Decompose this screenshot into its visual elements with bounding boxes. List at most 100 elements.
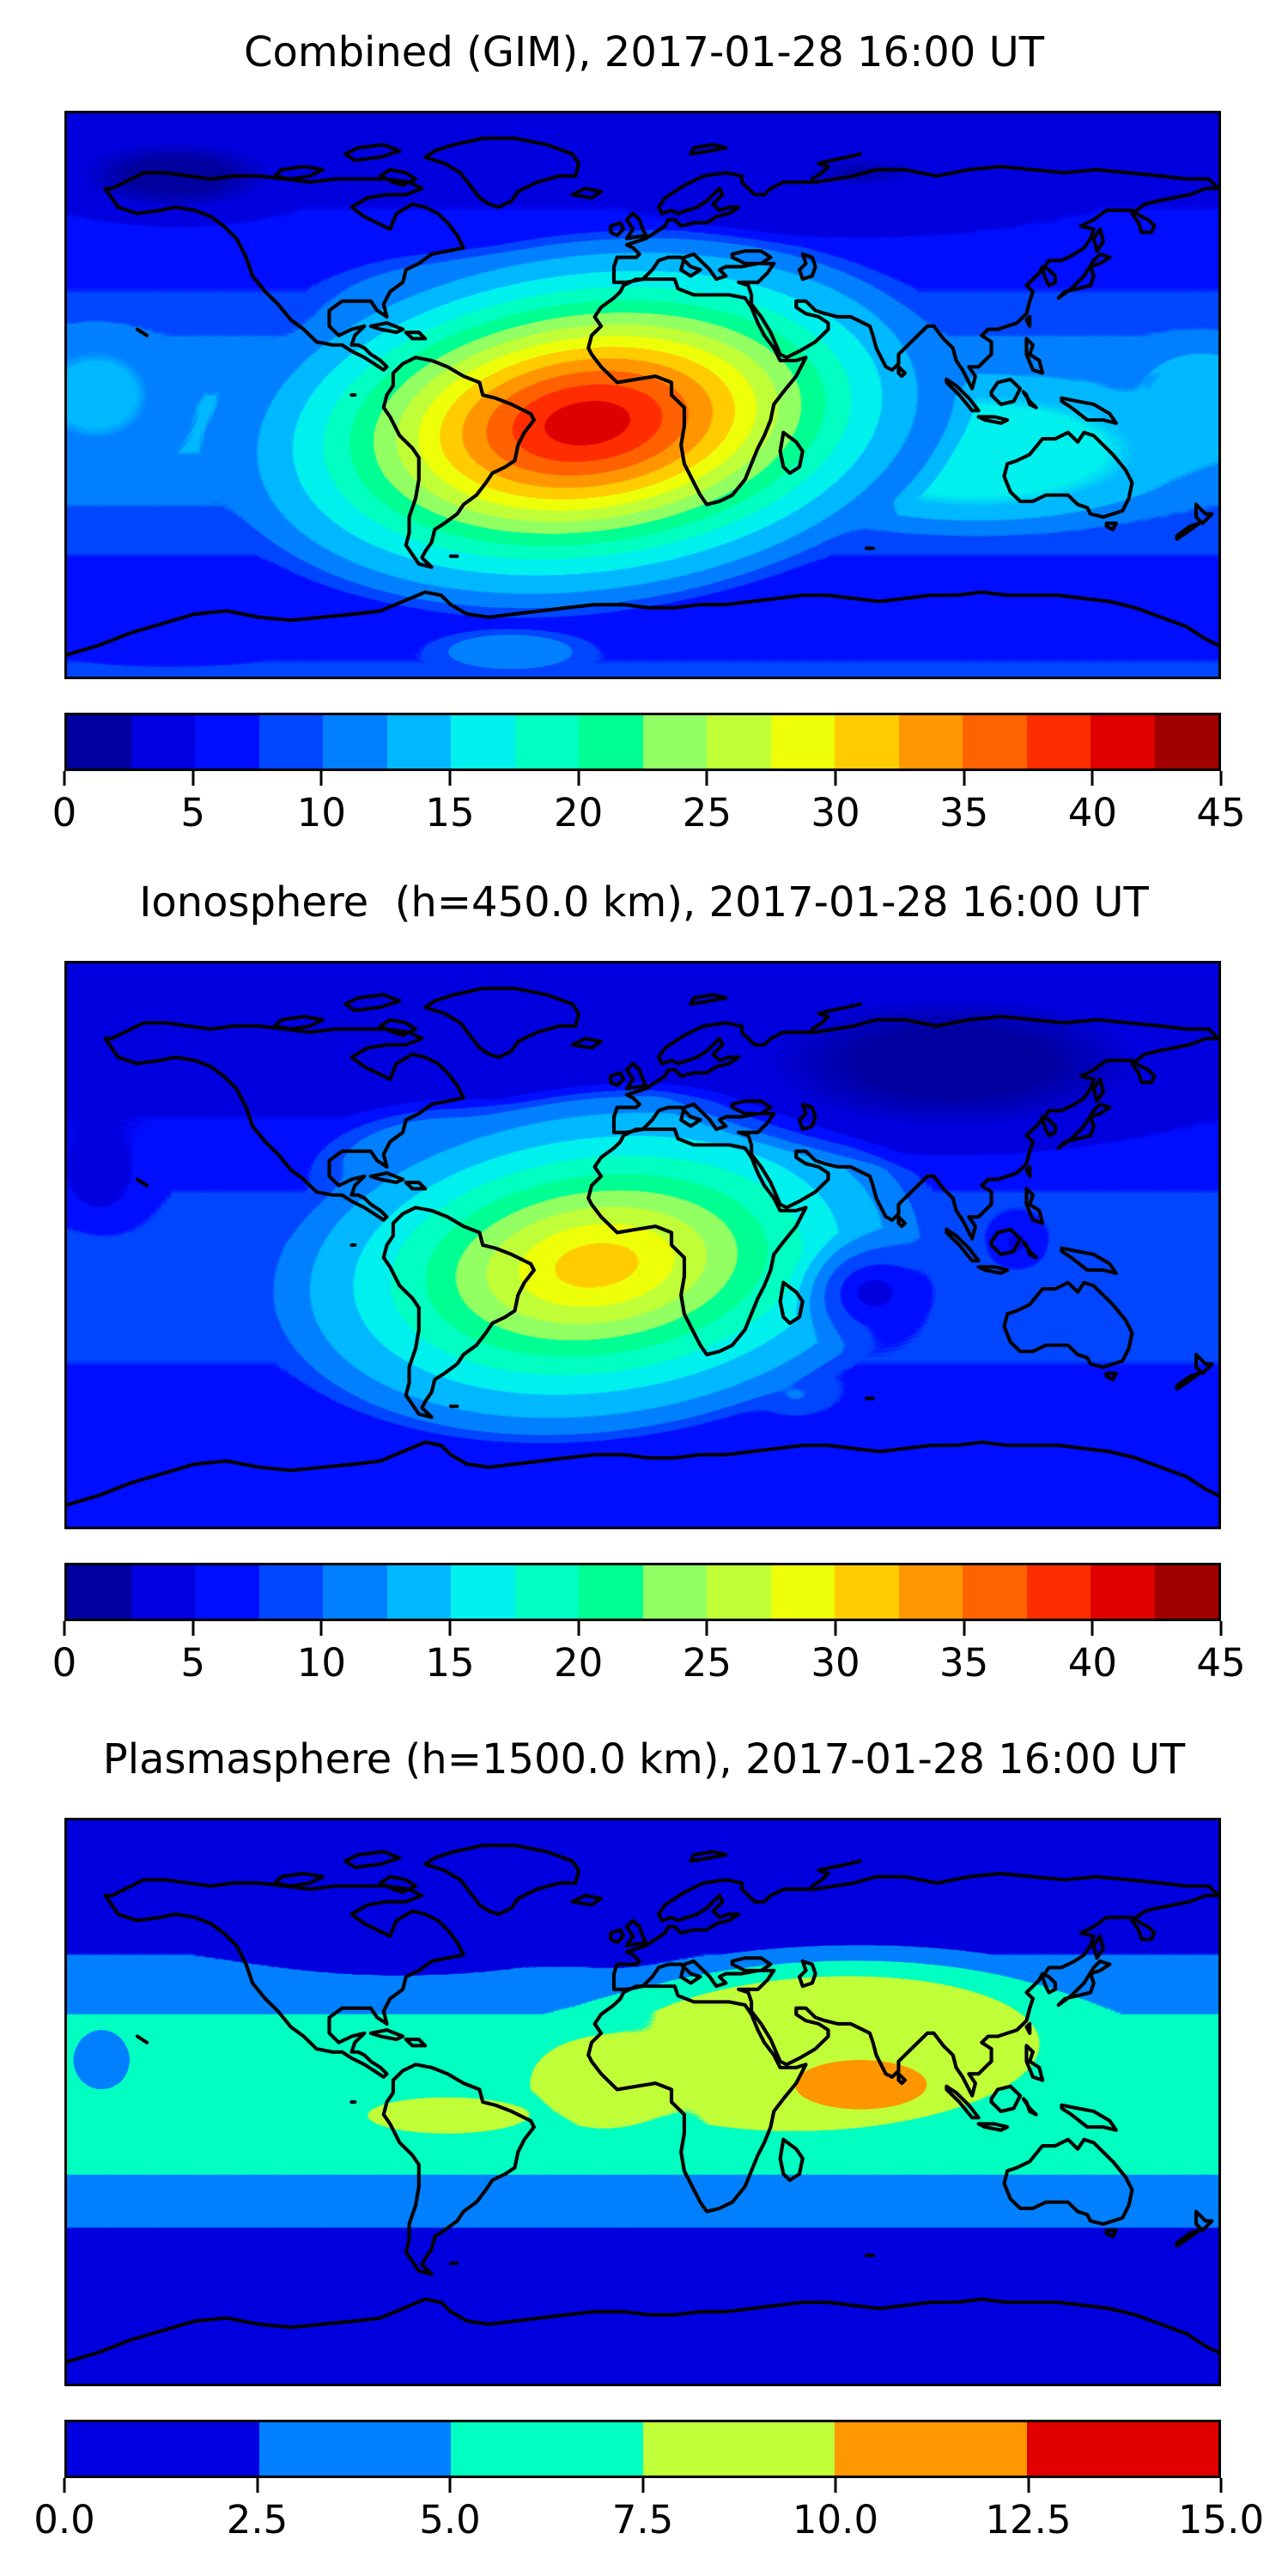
colorbar-tick-label: 25 xyxy=(682,1640,732,1686)
colorbar-tick xyxy=(834,2478,837,2493)
colorbar-tick xyxy=(705,771,708,786)
colorbar-tick xyxy=(1219,771,1223,786)
colorbar-segment xyxy=(1091,1565,1155,1619)
colorbar-segment xyxy=(835,715,899,769)
colorbar-segment xyxy=(898,1565,963,1619)
colorbar-tick xyxy=(319,771,323,786)
colorbar-tick xyxy=(577,771,580,786)
colorbar-axis: 0 5 10 15 20 25 30 35 40 45 xyxy=(52,1621,1246,1698)
colorbar-tick xyxy=(705,1621,708,1636)
contour-map-svg xyxy=(67,963,1218,1527)
panel-title: Plasmasphere (h=1500.0 km), 2017-01-28 1… xyxy=(102,1735,1186,1783)
colorbar xyxy=(64,2420,1221,2478)
colorbar-segment xyxy=(1026,2422,1218,2476)
colorbar-segment xyxy=(451,1565,515,1619)
colorbar-tick-label: 45 xyxy=(1196,1640,1246,1686)
colorbar-segment xyxy=(642,2422,835,2476)
colorbar-tick xyxy=(191,771,195,786)
colorbar-tick-label: 15 xyxy=(425,790,475,835)
colorbar-segment xyxy=(323,1565,387,1619)
colorbar-tick-label: 5.0 xyxy=(419,2497,481,2543)
colorbar-tick xyxy=(963,1621,966,1636)
contour-map-svg xyxy=(67,1820,1218,2384)
colorbar-tick xyxy=(577,1621,580,1636)
colorbar-tick-label: 12.5 xyxy=(985,2497,1072,2543)
colorbar-segment xyxy=(67,2422,259,2476)
colorbar-tick xyxy=(1091,771,1094,786)
colorbar-tick-label: 15 xyxy=(425,1640,475,1686)
colorbar-tick-label: 7.5 xyxy=(611,2497,674,2543)
coastlines xyxy=(67,1844,1218,2364)
colorbar-tick-label: 15.0 xyxy=(1177,2497,1265,2543)
colorbar-swatches xyxy=(67,1565,1218,1619)
colorbar-segment xyxy=(131,1565,195,1619)
colorbar-segment xyxy=(67,1565,131,1619)
colorbar-tick xyxy=(63,2478,66,2493)
panel-title: Combined (GIM), 2017-01-28 16:00 UT xyxy=(243,28,1045,76)
colorbar-segment xyxy=(1091,715,1155,769)
colorbar-segment xyxy=(1026,715,1091,769)
colorbar xyxy=(64,713,1221,771)
colorbar-segment xyxy=(770,715,835,769)
colorbar-tick xyxy=(319,1621,323,1636)
colorbar-segment xyxy=(835,1565,899,1619)
colorbar-tick-label: 30 xyxy=(811,790,860,835)
colorbar-tick-label: 40 xyxy=(1067,790,1117,835)
colorbar-segment xyxy=(1154,715,1218,769)
world-map-plasmasphere xyxy=(64,1818,1221,2386)
panel-plasmasphere: Plasmasphere (h=1500.0 km), 2017-01-28 1… xyxy=(0,1707,1288,2570)
colorbar-segment xyxy=(131,715,195,769)
world-map-ionosphere xyxy=(64,961,1221,1529)
colorbar-tick xyxy=(448,2478,452,2493)
colorbar-segment xyxy=(386,1565,451,1619)
colorbar-segment xyxy=(386,715,451,769)
colorbar-tick xyxy=(191,1621,195,1636)
colorbar-tick xyxy=(448,1621,452,1636)
colorbar-segment xyxy=(514,1565,579,1619)
colorbar-segment xyxy=(514,715,579,769)
colorbar-tick-label: 5 xyxy=(180,790,205,835)
colorbar-axis: 0.0 2.5 5.0 7.5 10.0 12.5 15.0 xyxy=(33,2478,1264,2555)
colorbar-segment xyxy=(258,1565,323,1619)
colorbar-segment xyxy=(579,715,643,769)
colorbar-segment xyxy=(898,715,963,769)
colorbar-tick-label: 25 xyxy=(682,790,732,835)
colorbar-tick-label: 35 xyxy=(939,1640,989,1686)
colorbar-tick xyxy=(448,771,452,786)
colorbar-segment xyxy=(963,715,1027,769)
colorbar-segment xyxy=(195,715,259,769)
colorbar-tick xyxy=(256,2478,258,2493)
colorbar-segment xyxy=(963,1565,1027,1619)
colorbar-tick xyxy=(834,771,837,786)
colorbar-segment xyxy=(1154,1565,1218,1619)
colorbar-segment xyxy=(642,715,707,769)
colorbar-tick-label: 2.5 xyxy=(226,2497,289,2543)
coastlines xyxy=(67,137,1218,657)
colorbar-segment xyxy=(770,1565,835,1619)
colorbar-segment xyxy=(195,1565,259,1619)
colorbar-tick-label: 35 xyxy=(939,790,989,835)
panel-title: Ionosphere (h=450.0 km), 2017-01-28 16:0… xyxy=(139,878,1149,927)
coastlines xyxy=(67,987,1218,1507)
panel-combined-gim: Combined (GIM), 2017-01-28 16:00 UT 0 5 10… xyxy=(0,0,1288,863)
contour-field xyxy=(67,113,1218,677)
colorbar-swatches xyxy=(67,2422,1218,2476)
colorbar-segment xyxy=(323,715,387,769)
colorbar-tick-label: 45 xyxy=(1196,790,1246,835)
colorbar-tick-label: 10.0 xyxy=(792,2497,879,2543)
colorbar-tick xyxy=(63,771,66,786)
colorbar-tick-label: 10 xyxy=(296,790,346,835)
world-map-combined xyxy=(64,111,1221,679)
panel-ionosphere: Ionosphere (h=450.0 km), 2017-01-28 16:0… xyxy=(0,850,1288,1713)
colorbar xyxy=(64,1563,1221,1621)
colorbar-tick-label: 40 xyxy=(1067,1640,1117,1686)
colorbar-tick xyxy=(1219,2478,1223,2493)
colorbar-tick xyxy=(1091,1621,1094,1636)
colorbar-segment xyxy=(67,715,131,769)
colorbar-segment xyxy=(258,715,323,769)
contour-field xyxy=(67,963,1218,1527)
colorbar-tick-label: 0 xyxy=(52,1640,77,1686)
colorbar-axis: 0 5 10 15 20 25 30 35 40 45 xyxy=(52,771,1246,848)
colorbar-tick xyxy=(641,2478,644,2493)
colorbar-tick-label: 20 xyxy=(554,790,604,835)
